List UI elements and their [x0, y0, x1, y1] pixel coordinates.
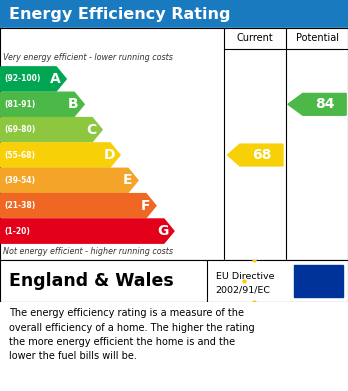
Text: C: C — [86, 123, 96, 137]
Text: EU Directive: EU Directive — [216, 272, 274, 281]
Text: England & Wales: England & Wales — [9, 272, 173, 290]
Polygon shape — [228, 144, 283, 166]
Polygon shape — [1, 194, 156, 218]
Text: Not energy efficient - higher running costs: Not energy efficient - higher running co… — [3, 248, 174, 256]
Text: Energy Efficiency Rating: Energy Efficiency Rating — [9, 7, 230, 22]
Text: (1-20): (1-20) — [4, 226, 30, 236]
Text: Current: Current — [237, 34, 274, 43]
Text: F: F — [140, 199, 150, 213]
Polygon shape — [1, 168, 138, 192]
Text: 2002/91/EC: 2002/91/EC — [216, 286, 271, 295]
Text: D: D — [103, 148, 115, 162]
Text: The energy efficiency rating is a measure of the
overall efficiency of a home. T: The energy efficiency rating is a measur… — [9, 308, 254, 361]
Text: E: E — [122, 173, 132, 187]
Bar — [294, 265, 343, 297]
Text: (81-91): (81-91) — [4, 100, 35, 109]
Polygon shape — [1, 219, 174, 243]
Text: (39-54): (39-54) — [4, 176, 35, 185]
Text: 84: 84 — [315, 97, 334, 111]
Text: 68: 68 — [252, 148, 271, 162]
Polygon shape — [1, 67, 66, 91]
Text: Very energy efficient - lower running costs: Very energy efficient - lower running co… — [3, 53, 173, 62]
Text: G: G — [157, 224, 169, 238]
Polygon shape — [1, 143, 120, 167]
Text: (92-100): (92-100) — [4, 74, 41, 83]
Polygon shape — [1, 92, 84, 117]
Text: (55-68): (55-68) — [4, 151, 35, 160]
Polygon shape — [1, 118, 102, 142]
Text: Potential: Potential — [295, 34, 339, 43]
Text: B: B — [68, 97, 79, 111]
Polygon shape — [288, 93, 346, 115]
Text: (21-38): (21-38) — [4, 201, 35, 210]
Text: (69-80): (69-80) — [4, 125, 35, 134]
Text: A: A — [50, 72, 61, 86]
